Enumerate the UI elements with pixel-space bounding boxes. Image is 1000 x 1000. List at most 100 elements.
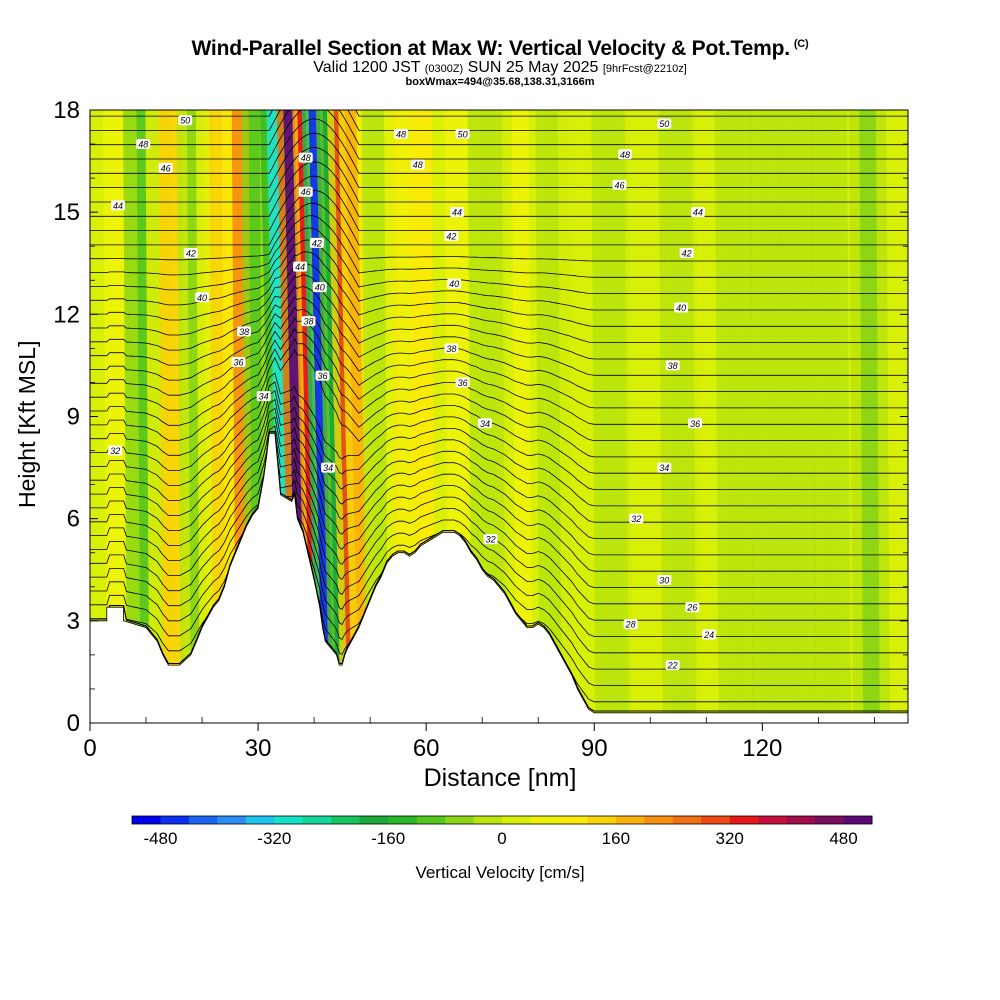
contour-label-bg	[410, 159, 425, 170]
contour-label-text: 38	[668, 361, 678, 371]
contour-label-22: 42	[444, 231, 459, 242]
velocity-halo-left-23	[624, 110, 640, 723]
velocity-band-29	[819, 110, 841, 723]
contour-label-bg	[449, 207, 464, 218]
theta-isoline-10	[90, 431, 908, 605]
contour-label-bg	[657, 118, 672, 129]
colorbar-tick-label: 480	[829, 829, 857, 848]
contour-label-bg	[393, 128, 408, 139]
contour-label-6: 38	[237, 326, 252, 337]
theta-isoline-32	[90, 189, 908, 246]
theta-isoline-29	[90, 227, 908, 294]
contour-label-bg	[136, 139, 151, 150]
contour-label-text: 38	[303, 317, 313, 327]
theta-isoline-25	[90, 274, 908, 360]
contour-label-text: 40	[197, 293, 207, 303]
contour-label-text: 34	[259, 392, 269, 402]
contour-label-25: 36	[455, 377, 470, 388]
contour-label-text: 44	[113, 201, 123, 211]
contour-label-bg	[237, 326, 252, 337]
contour-label-38: 30	[657, 574, 672, 585]
contour-label-text: 44	[295, 262, 305, 272]
contour-label-bg	[688, 418, 703, 429]
contour-label-21: 44	[449, 207, 464, 218]
contour-label-bg	[256, 391, 271, 402]
contour-label-bg	[111, 200, 126, 211]
colorbar-swatch	[729, 816, 759, 824]
theta-isoline-6	[90, 431, 908, 670]
contour-label-bg	[108, 445, 123, 456]
colorbar-swatch	[445, 816, 475, 824]
contour-label-bg	[455, 128, 470, 139]
velocity-halo-right-29	[836, 110, 851, 723]
contour-label-40: 28	[623, 619, 638, 630]
colorbar-swatch	[615, 816, 645, 824]
contour-label-text: 36	[233, 358, 243, 368]
theta-isoline-37	[90, 118, 908, 174]
colorbar-tick-label: -160	[371, 829, 405, 848]
contour-label-28: 50	[657, 118, 672, 129]
contour-label-20: 48	[410, 159, 425, 170]
contour-label-7: 36	[231, 357, 246, 368]
contour-label-text: 38	[239, 327, 249, 337]
contour-label-bg	[623, 619, 638, 630]
contour-label-bg	[309, 237, 324, 248]
theta-isoline-39	[90, 110, 908, 146]
theta-isoline-33	[90, 175, 908, 231]
contour-label-text: 48	[301, 153, 311, 163]
theta-isoline-40	[90, 110, 908, 131]
contour-label-text: 24	[703, 630, 714, 640]
velocity-band-21	[567, 110, 589, 723]
contour-label-12: 42	[309, 237, 324, 248]
contour-label-36: 34	[657, 462, 672, 473]
colorbar-swatch	[786, 816, 816, 824]
theta-isoline-17	[90, 372, 908, 490]
colorbar-tick-label: -480	[143, 829, 177, 848]
contour-label-30: 46	[612, 179, 627, 190]
contour-label-39: 26	[685, 602, 700, 613]
colorbar-swatch	[274, 816, 304, 824]
colorbar-swatch	[302, 816, 332, 824]
contour-label-41: 24	[702, 629, 717, 640]
velocity-halo-left-19	[501, 110, 516, 723]
theta-isoline-35	[90, 147, 908, 203]
contour-label-bg	[483, 534, 498, 545]
contour-label-text: 40	[449, 279, 459, 289]
contour-label-bg	[321, 462, 336, 473]
contour-label-text: 46	[614, 180, 624, 190]
contour-label-bg	[444, 343, 459, 354]
colorbar-swatch	[672, 816, 702, 824]
colorbar-swatch	[359, 816, 389, 824]
colorbar-label: Vertical Velocity [cm/s]	[415, 863, 585, 882]
theta-isoline-14	[90, 398, 908, 539]
contour-label-bg	[702, 629, 717, 640]
contour-label-bg	[629, 513, 644, 524]
contour-label-24: 38	[444, 343, 459, 354]
contour-label-19: 50	[455, 128, 470, 139]
contour-label-bg	[195, 292, 210, 303]
theta-isoline-34	[90, 161, 908, 217]
colorbar: -480 -320 -160 0 160 320 480	[131, 815, 873, 848]
colorbar-swatch	[132, 816, 161, 824]
contour-label-text: 28	[625, 620, 636, 630]
colorbar-swatch	[388, 816, 418, 824]
colorbar-swatch	[843, 816, 873, 824]
colorbar-swatch	[160, 816, 190, 824]
contour-label-11: 46	[298, 186, 313, 197]
colorbar-tick-label: 320	[716, 829, 744, 848]
colorbar-swatch	[644, 816, 674, 824]
contour-label-text: 44	[693, 208, 703, 218]
contour-label-text: 42	[186, 249, 196, 259]
velocity-halo-left-30	[849, 110, 864, 723]
x-tick-label: 0	[83, 735, 96, 762]
contour-label-34: 38	[665, 360, 680, 371]
velocity-halo-right-30	[875, 110, 891, 723]
theta-isoline-13	[90, 407, 908, 556]
contour-label-10: 48	[298, 152, 313, 163]
theta-isoline-41	[90, 110, 908, 117]
contour-label-1: 50	[178, 115, 193, 126]
colorbar-swatch	[815, 816, 845, 824]
velocity-halo-left-25	[692, 110, 707, 723]
contour-label-42: 22	[665, 660, 680, 671]
theta-isoline-21	[90, 317, 908, 425]
